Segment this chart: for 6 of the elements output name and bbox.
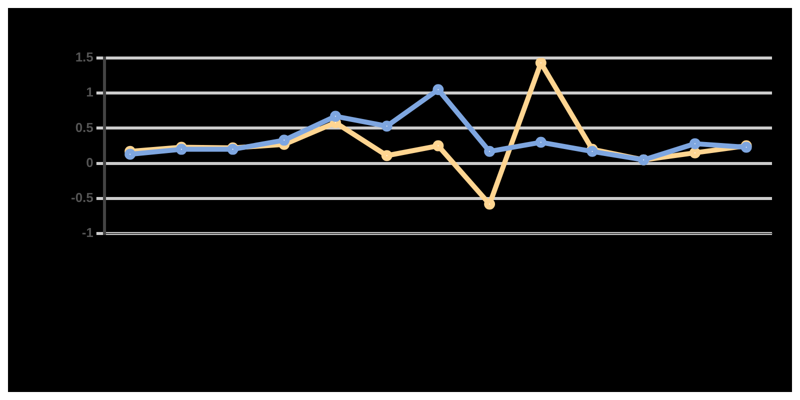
y-tick-label: 1.5 bbox=[75, 50, 94, 65]
y-tick-label: -1 bbox=[82, 225, 94, 240]
y-tick-label: 1 bbox=[86, 84, 94, 100]
y-tick-label: 0 bbox=[86, 154, 94, 170]
y-tick-label: 0.5 bbox=[75, 120, 94, 135]
y-tick-label: -0.5 bbox=[70, 190, 94, 206]
